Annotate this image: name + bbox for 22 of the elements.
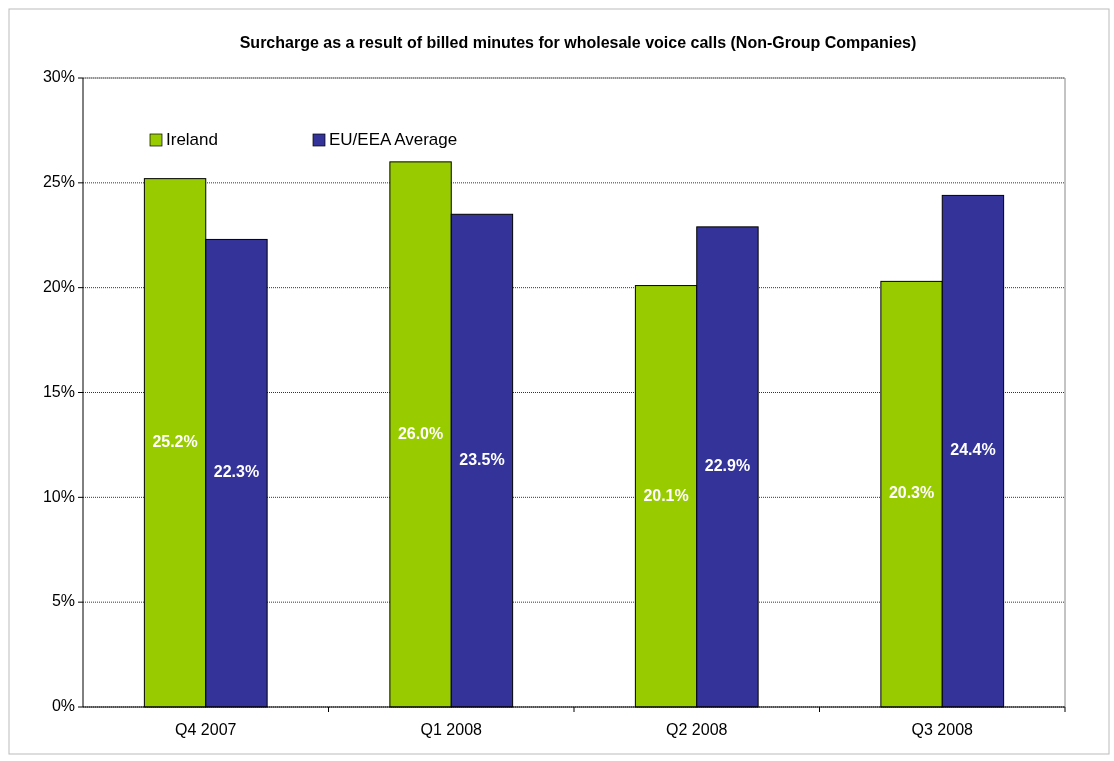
data-label: 24.4% <box>950 441 996 459</box>
x-tick-label: Q2 2008 <box>666 721 728 738</box>
x-tick-label: Q3 2008 <box>911 721 974 738</box>
y-tick-label: 10% <box>42 487 75 505</box>
legend-label: Ireland <box>166 130 218 150</box>
legend-label: EU/EEA Average <box>329 130 458 150</box>
data-label: 20.3% <box>888 484 935 502</box>
y-tick-label: 15% <box>42 382 75 400</box>
data-label: 20.1% <box>643 486 689 504</box>
y-tick-label: 20% <box>42 277 75 295</box>
y-tick-label: 30% <box>42 68 75 86</box>
chart-title: Surcharge as a result of billed minutes for wholesale voice calls (Non-Group Companies) <box>239 34 917 51</box>
data-label: 22.3% <box>213 463 260 481</box>
data-label: 26.0% <box>397 424 444 442</box>
y-tick-label: 5% <box>51 592 75 610</box>
x-tick-label: Q1 2008 <box>420 721 483 738</box>
data-label: 22.9% <box>704 457 751 475</box>
data-label: 23.5% <box>459 450 505 468</box>
y-tick-label: 0% <box>51 697 75 715</box>
data-label: 25.2% <box>152 433 198 451</box>
y-tick-label: 25% <box>42 173 75 191</box>
x-tick-label: Q4 2007 <box>175 721 237 738</box>
